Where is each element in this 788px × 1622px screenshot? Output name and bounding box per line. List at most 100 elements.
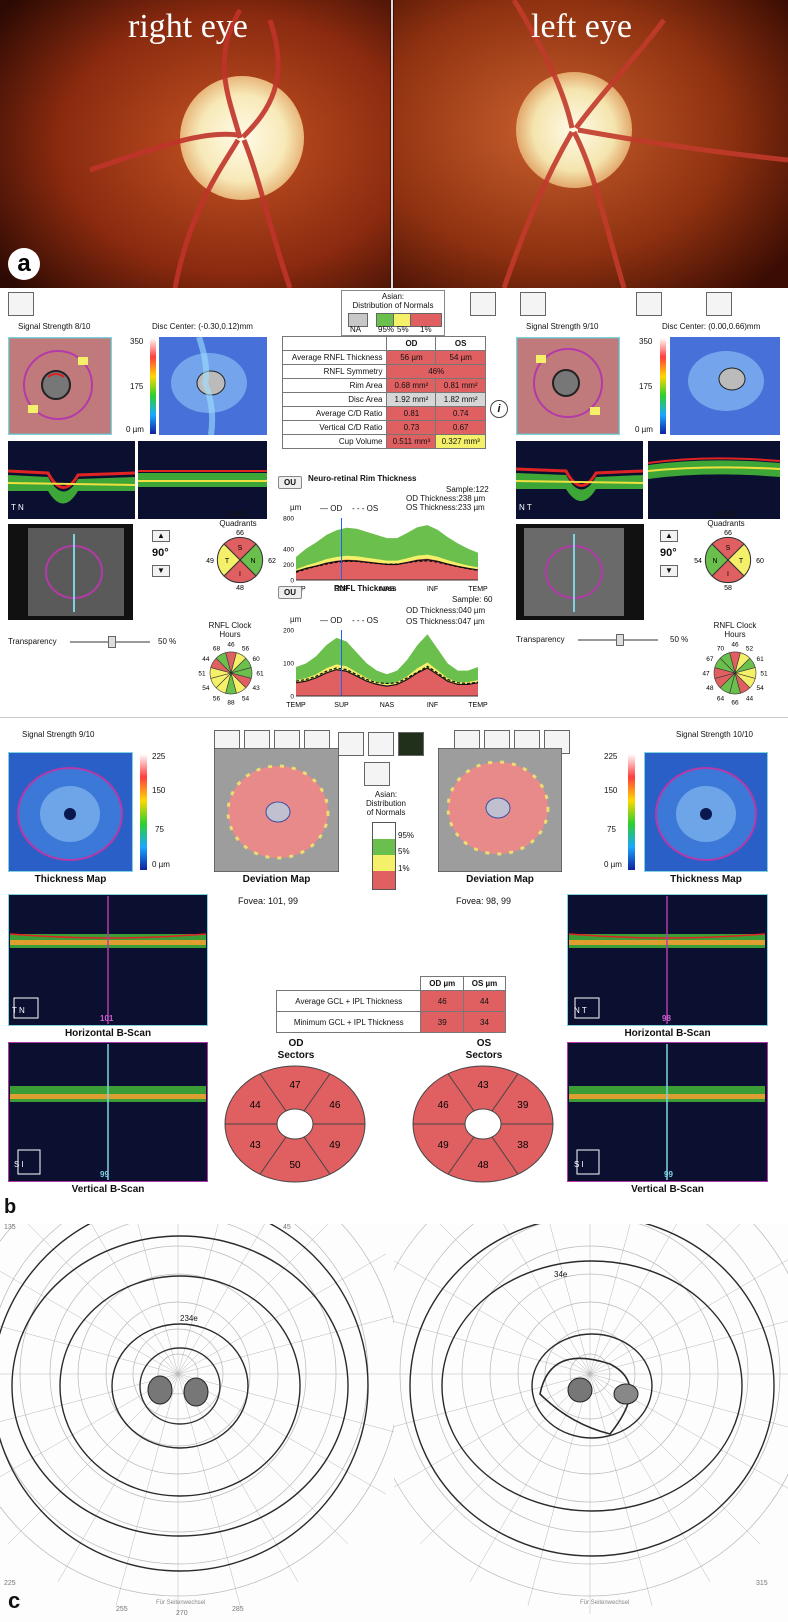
rim-thickness-chart: 8004002000TEMPSUPNASINFTEMP [283, 516, 488, 594]
layer-button[interactable] [338, 732, 364, 756]
os-clock-label-1: RNFL Clock [713, 621, 757, 630]
od-fovea: Fovea: 101, 99 [238, 896, 299, 906]
grid-ray [589, 1259, 788, 1375]
grid-ray [0, 1270, 179, 1375]
od-rotate-up-button[interactable]: ▲ [152, 530, 170, 542]
layer-blue-button[interactable] [364, 762, 390, 786]
row-os: 0.81 mm² [435, 378, 486, 393]
od-rotate-down-button[interactable]: ▼ [152, 565, 170, 577]
grid-ray [137, 1224, 179, 1375]
os-rotate-up-button[interactable]: ▲ [660, 530, 678, 542]
rim-chart-title: Neuro-retinal Rim Thickness [308, 474, 417, 483]
os-quadrants-label-1: RNFL [715, 510, 737, 519]
rnfl-legend-od-text: OD [330, 616, 343, 625]
od-gcl-scale-225: 225 [152, 752, 166, 761]
isopter [531, 1333, 653, 1439]
od-deviation-map-caption: Deviation Map [242, 874, 311, 885]
table-row: Average C/D Ratio 0.81 0.74 [281, 406, 486, 421]
gcl-header-os: OS µm [462, 976, 507, 991]
x-tick-label: NAS [380, 702, 395, 709]
od-bscan-orientation: T N [11, 503, 24, 512]
legend-swatch-na [348, 313, 368, 327]
y-tick-label: 0 [290, 694, 294, 701]
rnfl-report: Asian: Distribution of Normals NA 95% 5%… [0, 288, 788, 726]
grid-ray [589, 1224, 677, 1375]
os-layer-button[interactable] [636, 292, 662, 316]
sector-value: 50 [289, 1160, 301, 1171]
clock-value: 51 [198, 671, 206, 678]
row-os: 1.82 mm² [435, 392, 486, 407]
grid-ray [177, 1373, 394, 1433]
od-quadrant-pie: 66 S 49 T 62 N I 48 [206, 530, 276, 592]
x-tick-label: SUP [334, 586, 349, 593]
left-visual-field [0, 1224, 394, 1614]
clock-value: 67 [706, 656, 714, 663]
gcl-legend-1pct: 1% [398, 864, 410, 873]
y-tick-label: 0 [290, 578, 294, 585]
target-button[interactable] [368, 732, 394, 756]
rim-ou-button[interactable]: OU [278, 476, 302, 489]
os-gcl-thickness-map [644, 752, 768, 872]
os-h-num: 98 [662, 1014, 671, 1023]
os-vertical-bscan [567, 1042, 768, 1182]
grid-ray [177, 1224, 329, 1375]
od-h-num: 101 [100, 1014, 114, 1023]
clock-value: 61 [756, 656, 764, 663]
od-transparency-handle[interactable] [108, 636, 116, 648]
os-q-n-letter: T [739, 558, 744, 565]
os-target-button[interactable] [520, 292, 546, 316]
od-q-n-value: 62 [268, 558, 276, 565]
od-v-num: 99 [100, 1170, 109, 1179]
table-row: Minimum GCL + IPL Thickness 39 34 [275, 1011, 507, 1033]
left-field-isopter-label: 234e [180, 1314, 198, 1323]
x-tick-label: INF [427, 586, 438, 593]
sector-divider [491, 1073, 519, 1112]
info-icon[interactable]: i [490, 400, 508, 418]
x-tick-label: INF [427, 702, 438, 709]
table-header-od: OD [386, 336, 437, 351]
gcl-os-signal: Signal Strength 10/10 [676, 730, 753, 739]
od-q-t-value: 49 [206, 558, 214, 565]
table-row: Average RNFL Thickness 56 µm 54 µm [281, 350, 486, 365]
os-disc-center: Disc Center: (0.00,0.66)mm [662, 322, 761, 331]
os-camera-button[interactable] [470, 292, 496, 316]
gcl-legend-swatches [372, 822, 396, 890]
grid-ray [589, 1373, 760, 1544]
os-gcl-scale-225: 225 [604, 752, 618, 761]
sector-value: 38 [517, 1140, 529, 1151]
legend-swatch-1 [410, 313, 442, 327]
grid-ray [177, 1315, 394, 1375]
rnfl-ou-button[interactable]: OU [278, 586, 302, 599]
rnfl-od-thickness: OD Thickness:040 µm [406, 606, 486, 615]
isopter [441, 1260, 743, 1512]
od-thickness-map-caption: Thickness Map [34, 874, 107, 885]
od-q-t-letter: T [225, 558, 230, 565]
clock-value: 60 [252, 656, 260, 663]
od-camera-button[interactable] [8, 292, 34, 316]
os-h-orient: N T [574, 1006, 587, 1015]
clock-value: 54 [202, 685, 210, 692]
sector-value: 49 [438, 1140, 450, 1151]
sector-value: 46 [438, 1100, 450, 1111]
os-q-s-letter: S [726, 545, 731, 552]
os-rotate-down-button[interactable]: ▼ [660, 565, 678, 577]
x-tick-label: TEMP [468, 586, 488, 593]
sector-value: 44 [250, 1100, 262, 1111]
clock-value: 52 [746, 645, 754, 652]
sector-value: 47 [289, 1080, 301, 1091]
y-tick-label: 800 [283, 516, 294, 523]
map-button[interactable] [398, 732, 424, 756]
os-q-t-value: 54 [694, 558, 702, 565]
grid-ray [91, 1224, 179, 1375]
grid-ray [589, 1224, 741, 1375]
clock-value: 48 [706, 685, 714, 692]
gcl-swatch-yellow [373, 855, 395, 871]
od-q-s-letter: S [238, 545, 243, 552]
isopter [11, 1235, 349, 1537]
grid-ray [177, 1224, 265, 1375]
os-layer-green-button[interactable] [706, 292, 732, 316]
clock-value: 44 [746, 696, 754, 703]
os-transparency-handle[interactable] [616, 634, 624, 646]
y-tick-label: 100 [283, 661, 294, 668]
